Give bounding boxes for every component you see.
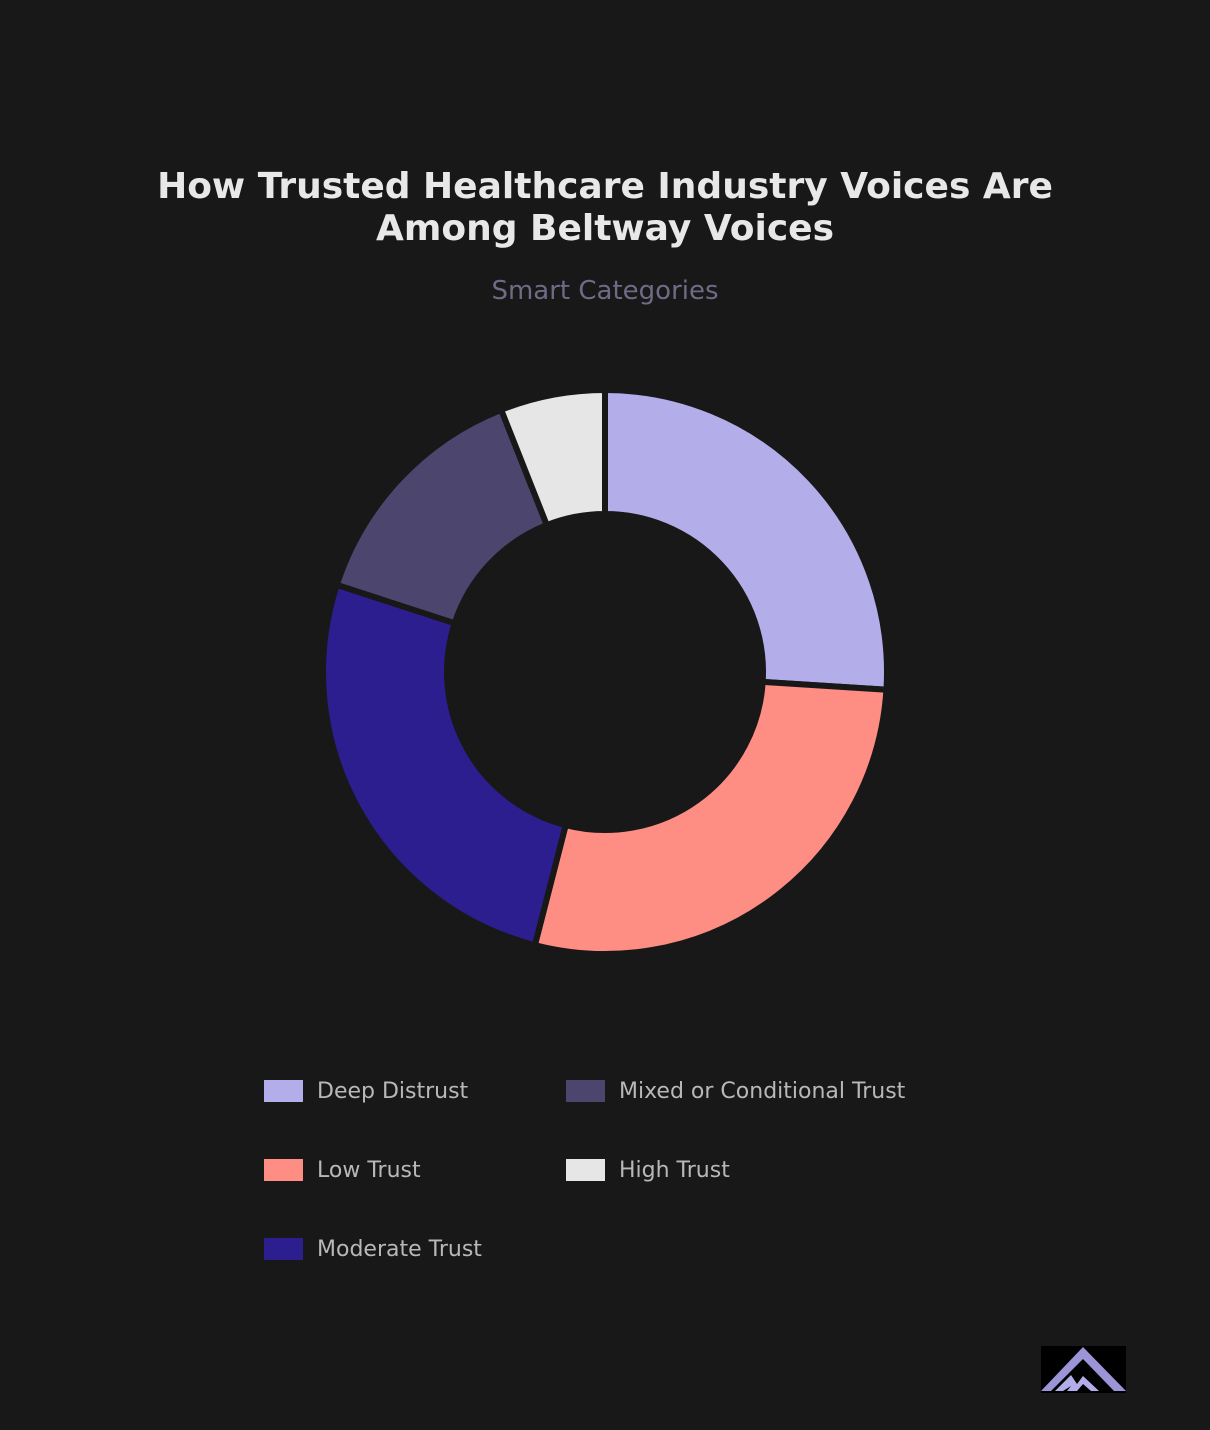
chart-title-line-2: Among Beltway Voices [375,208,835,249]
donut-slice-high-trust [497,386,608,529]
donut-slice-low-trust [531,678,890,957]
legend-label: Moderate Trust [317,1236,482,1262]
chart-subtitle: Smart Categories [491,276,719,306]
legend-label: High Trust [619,1157,730,1183]
legend-swatch [566,1080,605,1102]
chart-title: How Trusted Healthcare Industry Voices A… [0,166,1210,250]
legend-swatch [264,1159,303,1181]
legend-swatch [264,1238,303,1260]
legend-swatch [566,1159,605,1181]
donut-slice-deep-distrust [602,386,890,693]
legend-label: Low Trust [317,1157,421,1183]
legend-label: Deep Distrust [317,1078,469,1104]
chart-legend: Deep Distrust Mixed or Conditional Trust L… [264,1071,964,1281]
legend-item-mixed-or-conditional-trust: Mixed or Conditional Trust [566,1071,905,1111]
legend-swatch [264,1080,303,1102]
brand-logo [1041,1346,1126,1393]
legend-item-high-trust: High Trust [566,1150,730,1190]
legend-item-deep-distrust: Deep Distrust [264,1071,468,1111]
mountain-logo-icon [1041,1347,1126,1391]
legend-item-moderate-trust: Moderate Trust [264,1229,482,1269]
chart-title-line-1: How Trusted Healthcare Industry Voices A… [157,166,1053,207]
donut-slice-moderate-trust [320,581,570,949]
legend-item-low-trust: Low Trust [264,1150,421,1190]
legend-label: Mixed or Conditional Trust [619,1078,906,1104]
